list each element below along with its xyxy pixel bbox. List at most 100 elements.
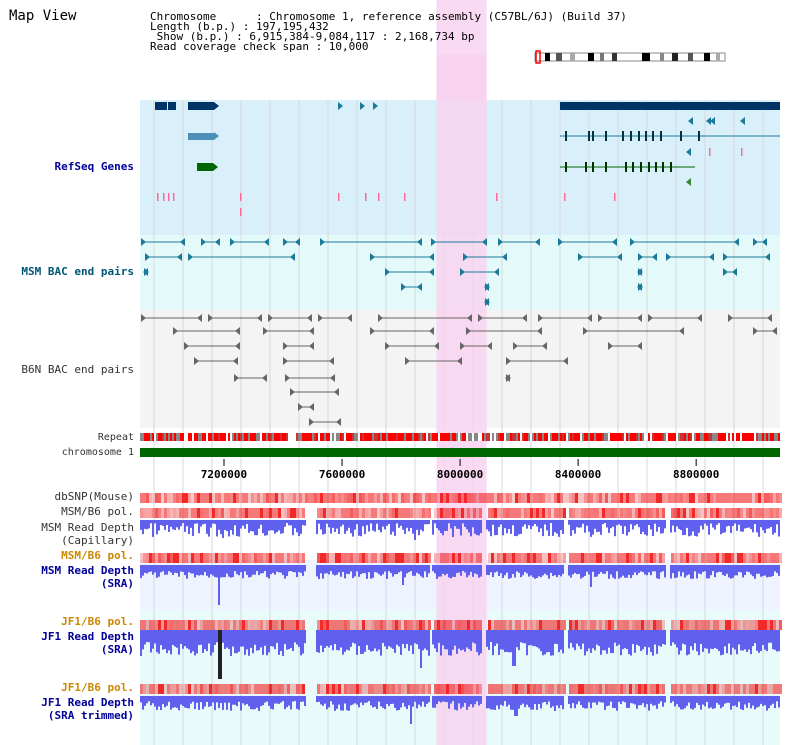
track-label-refseq[interactable]: RefSeq Genes	[54, 160, 134, 173]
msm-cap-depth-bar	[576, 520, 578, 528]
jf1-depth-bar	[580, 630, 582, 650]
msm-sra-depth-bar	[632, 565, 634, 576]
jf1-depth-bar	[756, 630, 758, 651]
repeat-cell	[342, 433, 344, 441]
jf1-trim-depth-bar	[474, 696, 476, 705]
jf1-trim-depth-bar	[760, 696, 762, 704]
jf1-trim-depth-bar	[380, 696, 382, 707]
dbsnp-cell	[167, 493, 170, 503]
jf1-depth-bar	[342, 630, 344, 655]
repeat-cell	[454, 433, 456, 441]
msm-cap-depth-bar	[698, 520, 700, 533]
ideogram-band	[688, 53, 693, 61]
msm-pol-cell	[395, 508, 398, 518]
msm-sra-depth-bar	[690, 565, 692, 579]
msm-sra-depth-bar	[396, 565, 398, 575]
exon	[625, 162, 627, 172]
track-label-b6n-bac[interactable]: B6N BAC end pairs	[21, 363, 134, 376]
jf1-pol2-cell	[767, 684, 770, 694]
jf1-depth-bar	[378, 630, 380, 650]
msm-cap-depth-bar	[266, 520, 268, 536]
msm-cap-depth-bar	[544, 520, 546, 525]
gene-block[interactable]	[560, 102, 780, 110]
msm-pol-cell	[278, 508, 281, 518]
msm-sra-depth-bar	[594, 565, 596, 577]
msm-cap-depth-bar	[162, 520, 164, 526]
msm-cap-depth-bar	[540, 520, 542, 529]
msm-cap-depth-bar	[756, 520, 758, 533]
track-label-dbsnp[interactable]: dbSNP(Mouse)	[54, 490, 134, 503]
msm-pol-cell	[743, 508, 746, 518]
jf1-pol2-cell	[290, 684, 293, 694]
msm-sra-depth-bar	[774, 565, 776, 572]
msm-cap-depth-bar	[680, 520, 682, 531]
msm-pol-cell	[179, 508, 182, 518]
jf1-trim-depth-bar	[276, 696, 278, 704]
msm-cap-depth-bar	[686, 520, 688, 528]
dbsnp-cell	[368, 493, 371, 503]
repeat-cell	[200, 433, 202, 441]
track-label-jf1-pol-1[interactable]: JF1/B6 pol.	[61, 615, 134, 628]
track-label-jf1-pol-2[interactable]: JF1/B6 pol.	[61, 681, 134, 694]
dbsnp-cell	[221, 493, 224, 503]
msm-pol-cell	[719, 508, 722, 518]
jf1-pol2-cell	[206, 684, 209, 694]
track-label-msm-depth-sra[interactable]: MSM Read Depth	[41, 564, 134, 577]
jf1-pol-cell	[254, 620, 257, 630]
jf1-pol-cell	[395, 620, 398, 630]
repeat-cell	[386, 433, 388, 441]
repeat-cell	[394, 433, 396, 441]
jf1-trim-depth-bar	[338, 696, 340, 705]
msm-cap-depth-bar	[338, 520, 340, 534]
repeat-cell	[372, 433, 374, 441]
jf1-depth-bar	[408, 630, 410, 651]
track-label-msm-pol-1[interactable]: MSM/B6 pol.	[61, 505, 134, 518]
jf1-trim-depth-bar	[210, 696, 212, 707]
track-label-msm-bac[interactable]: MSM BAC end pairs	[21, 265, 134, 278]
ideogram-band	[672, 53, 678, 61]
track-label-msm-depth-cap[interactable]: MSM Read Depth	[41, 521, 134, 534]
jf1-pol2-cell	[275, 684, 278, 694]
msm-cap-depth-bar	[672, 520, 674, 526]
msm-sra-depth-bar	[380, 565, 382, 576]
track-label-jf1-trim[interactable]: JF1 Read Depth	[41, 696, 134, 709]
msm-sra-depth-bar	[614, 565, 616, 579]
chromosome-bar[interactable]	[140, 448, 780, 457]
repeat-cell	[564, 433, 566, 441]
jf1-trim-depth-bar	[634, 696, 636, 705]
feature-arrow	[686, 148, 691, 156]
jf1-pol2-cell	[461, 684, 464, 694]
jf1-depth-bar	[224, 630, 226, 649]
jf1-pol-cell	[173, 620, 176, 630]
jf1-pol-cell	[209, 620, 212, 630]
msm-sra-depth-bar	[742, 565, 744, 578]
jf1-depth-bar	[276, 630, 278, 643]
msm-pol2-cell	[554, 553, 557, 563]
msm-pol2-cell	[368, 553, 371, 563]
jf1-trim-depth-bar	[568, 696, 570, 705]
msm-cap-depth-bar	[280, 520, 282, 534]
jf1-pol2-cell	[515, 684, 518, 694]
msm-sra-depth-bar	[244, 565, 246, 572]
dbsnp-cell	[386, 493, 389, 503]
jf1-trim-depth-bar	[776, 696, 778, 702]
track-label-repeat[interactable]: Repeat	[97, 432, 134, 443]
msm-pol2-cell	[374, 553, 377, 563]
jf1-trim-depth-bar	[192, 696, 194, 702]
track-label-chromosome[interactable]: chromosome 1	[61, 447, 134, 458]
msm-cap-depth-bar	[396, 520, 398, 524]
msm-sra-depth-bar	[248, 565, 250, 578]
jf1-depth-bar	[270, 630, 272, 647]
jf1-depth-bar	[736, 630, 738, 655]
jf1-trim-depth-bar	[554, 696, 556, 711]
jf1-trim-depth-bar	[326, 696, 328, 710]
track-label-jf1-depth[interactable]: JF1 Read Depth	[41, 630, 134, 643]
track-label-msm-pol-2[interactable]: MSM/B6 pol.	[61, 549, 134, 562]
bac-end-arrow	[772, 327, 777, 335]
jf1-pol2-cell	[251, 684, 254, 694]
repeat-cell	[446, 433, 448, 441]
jf1-depth-bar	[344, 630, 346, 652]
msm-sra-depth-bar	[406, 565, 408, 574]
msm-pol2-cell	[188, 553, 191, 563]
